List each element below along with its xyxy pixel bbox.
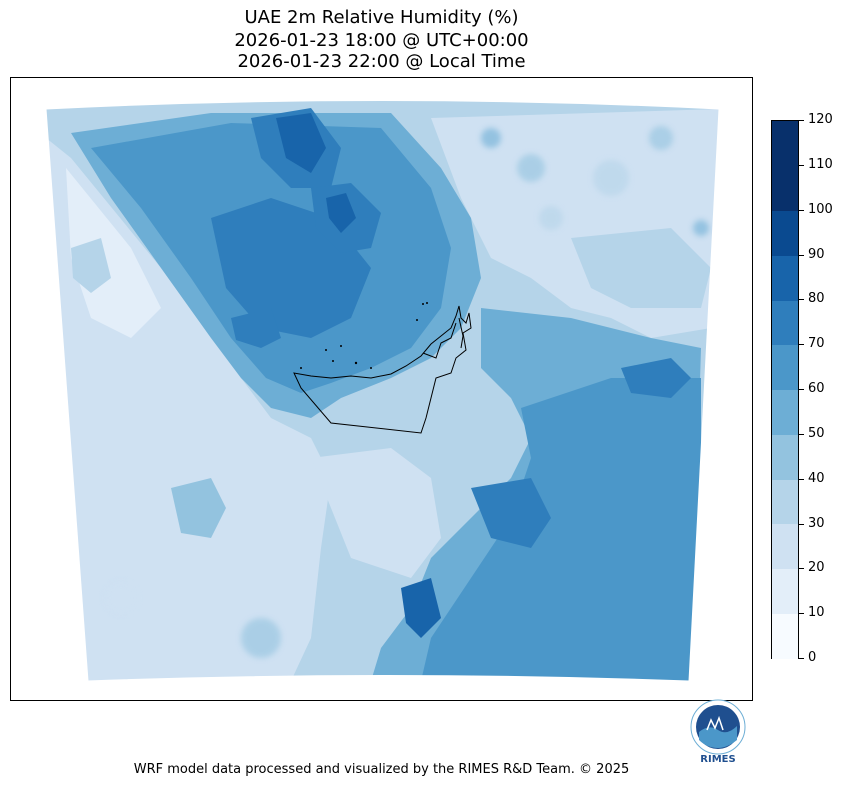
colorbar-tick xyxy=(799,344,804,345)
colorbar-segment xyxy=(772,255,798,301)
colorbar-tick-label: 50 xyxy=(808,426,825,441)
colorbar-tick-label: 60 xyxy=(808,381,825,396)
colorbar-segment xyxy=(772,613,798,659)
colorbar-segment xyxy=(772,389,798,435)
colorbar-tick xyxy=(799,524,804,525)
colorbar xyxy=(771,120,799,659)
colorbar-tick-label: 110 xyxy=(808,157,833,172)
colorbar-tick-label: 40 xyxy=(808,471,825,486)
colorbar-tick xyxy=(799,434,804,435)
colorbar-tick-label: 10 xyxy=(808,605,825,620)
colorbar-segment xyxy=(772,479,798,525)
uae-islands xyxy=(300,302,428,369)
colorbar-segment xyxy=(772,210,798,256)
colorbar-tick xyxy=(799,389,804,390)
humidity-field xyxy=(46,100,719,681)
colorbar-segment xyxy=(772,344,798,390)
colorbar-segment xyxy=(772,121,798,167)
colorbar-tick-label: 80 xyxy=(808,291,825,306)
colorbar-tick-label: 70 xyxy=(808,336,825,351)
colorbar-segment xyxy=(772,434,798,480)
logo-text: RIMES xyxy=(700,754,736,765)
colorbar-tick xyxy=(799,165,804,166)
local-time-subtitle: 2026-01-23 22:00 @ Local Time xyxy=(237,51,526,72)
map-title: UAE 2m Relative Humidity (%) xyxy=(244,7,519,28)
colorbar-tick xyxy=(799,255,804,256)
colorbar-tick-label: 0 xyxy=(808,650,817,665)
rimes-logo: RIMES xyxy=(687,696,749,766)
colorbar-segment xyxy=(772,568,798,614)
colorbar-segment xyxy=(772,523,798,569)
colorbar-tick xyxy=(799,613,804,614)
domain-boundary xyxy=(45,100,720,682)
humidity-map xyxy=(45,100,720,682)
colorbar-tick xyxy=(799,210,804,211)
colorbar-tick xyxy=(799,120,804,121)
colorbar-tick-label: 20 xyxy=(808,560,825,575)
colorbar-segment xyxy=(772,165,798,211)
map-panel: RIMES xyxy=(10,77,753,765)
colorbar-tick-label: 30 xyxy=(808,516,825,531)
colorbar-tick xyxy=(799,658,804,659)
colorbar-tick-label: 100 xyxy=(808,202,833,217)
footer-credit: WRF model data processed and visualized … xyxy=(133,762,630,777)
uae-border xyxy=(293,305,472,434)
colorbar-tick-label: 120 xyxy=(808,112,833,127)
colorbar-tick xyxy=(799,479,804,480)
utc-time-subtitle: 2026-01-23 18:00 @ UTC+00:00 xyxy=(234,30,529,51)
colorbar-tick xyxy=(799,299,804,300)
colorbar-segment xyxy=(772,300,798,346)
colorbar-tick-label: 90 xyxy=(808,247,825,262)
colorbar-tick xyxy=(799,568,804,569)
